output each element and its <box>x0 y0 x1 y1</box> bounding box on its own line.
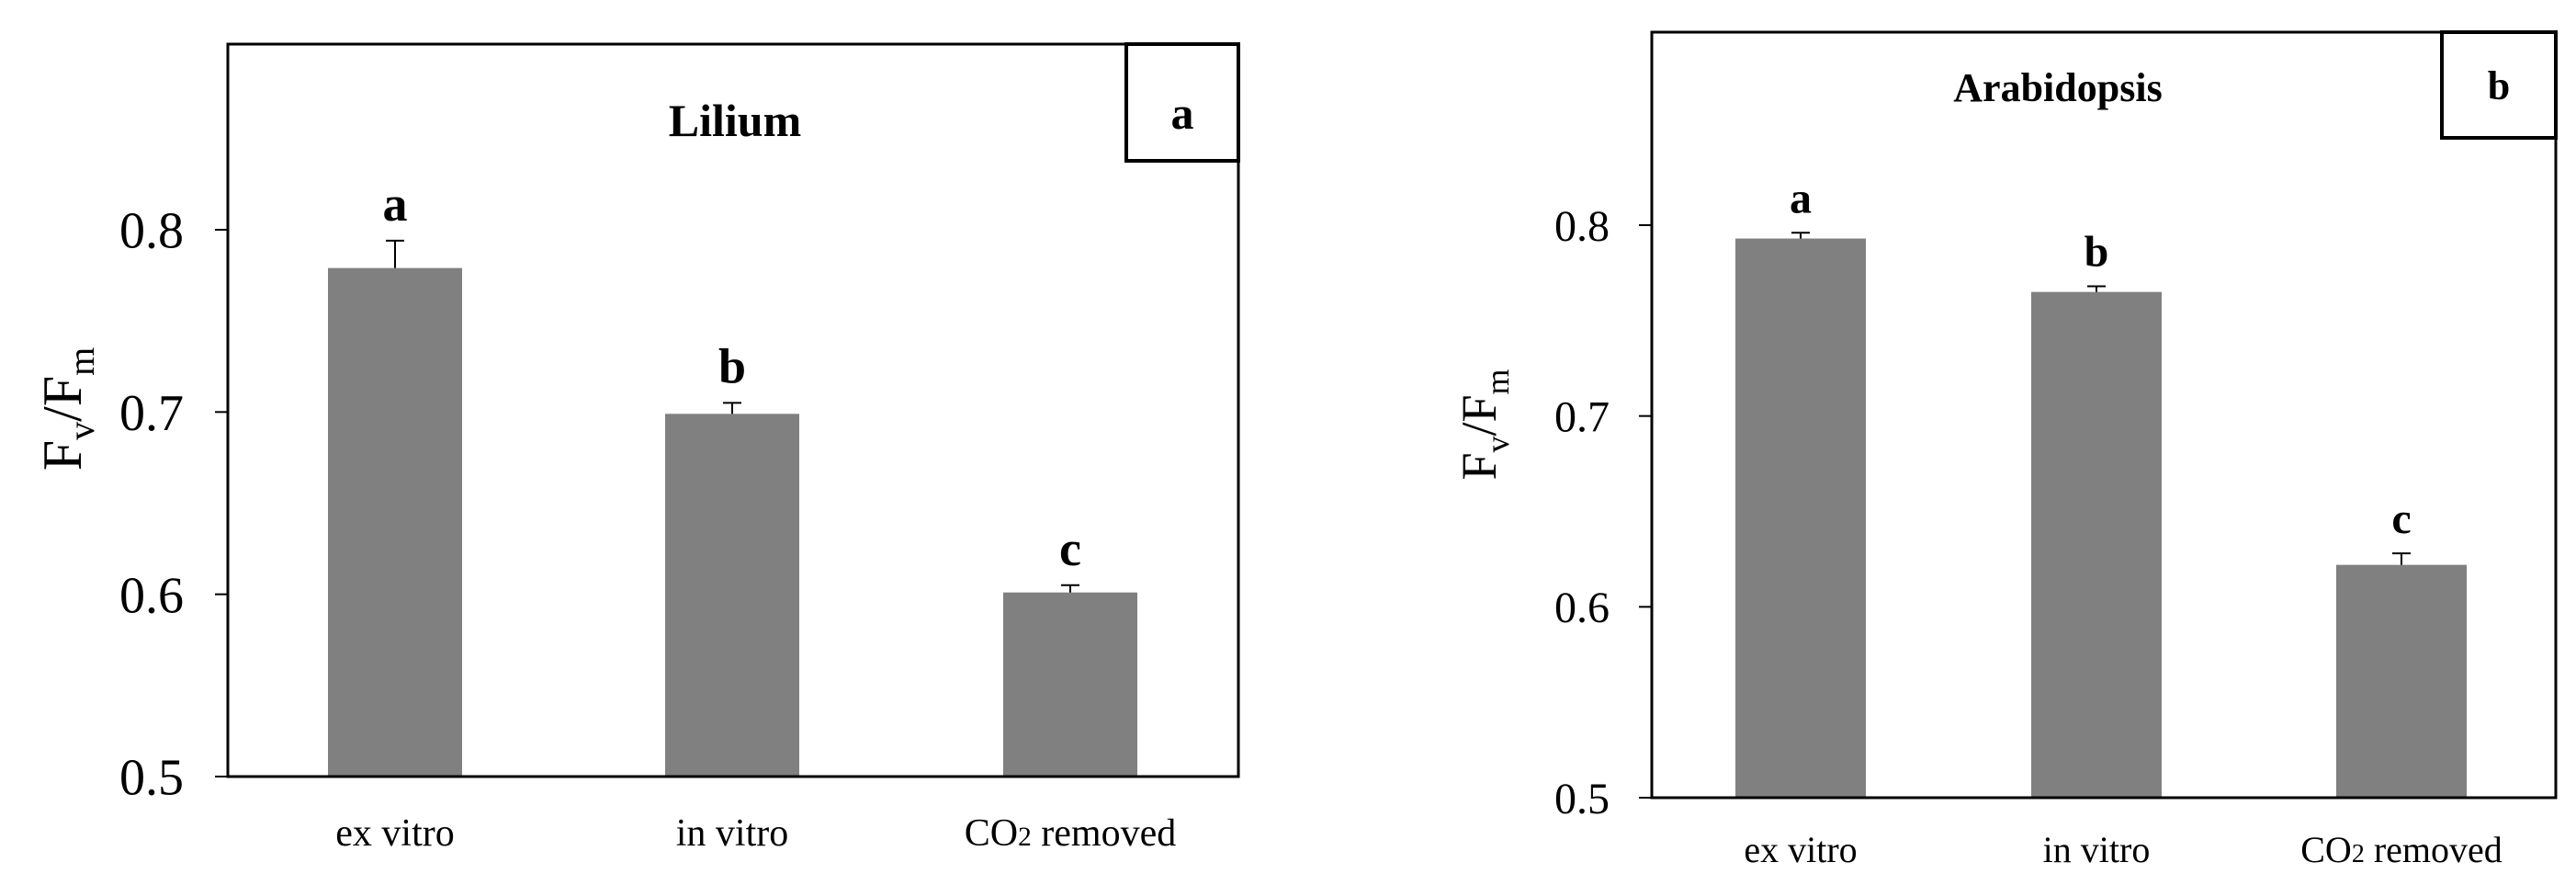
panel-label: a <box>1171 87 1194 139</box>
bar <box>1003 592 1137 777</box>
x-tick-label: ex vitro <box>335 812 454 855</box>
bar <box>665 414 799 777</box>
bar <box>328 267 462 777</box>
x-tick-label: in vitro <box>2043 829 2151 870</box>
y-tick-label: 0.6 <box>1554 584 1610 632</box>
y-axis-label: Fv/Fm <box>32 347 102 471</box>
panel-label: b <box>2488 63 2510 108</box>
y-axis-label: Fv/Fm <box>1452 369 1516 480</box>
y-tick-label: 0.8 <box>1554 202 1610 251</box>
y-tick-label: 0.6 <box>119 567 184 624</box>
panel-lilium: a Lilium 0.5 0.6 0.7 0.8 Fv/Fm a ex vitro b in vit… <box>32 42 1240 855</box>
x-tick-label: CO2 removed <box>2300 829 2503 870</box>
y-tick-label: 0.5 <box>119 750 184 807</box>
significance-label: a <box>383 176 408 232</box>
significance-label: c <box>1059 521 1081 576</box>
bar <box>1735 238 1866 799</box>
panel-label-box <box>2440 30 2558 140</box>
y-tick-label: 0.5 <box>1554 775 1610 823</box>
significance-label: c <box>2391 494 2411 543</box>
chart-title: Lilium <box>669 95 801 146</box>
significance-label: b <box>2085 227 2109 276</box>
x-tick-label: in vitro <box>676 812 789 855</box>
significance-label: a <box>1790 174 1812 222</box>
x-tick-label: CO2 removed <box>965 812 1177 855</box>
chart-title: Arabidopsis <box>1953 65 2162 110</box>
bar <box>2336 564 2467 798</box>
significance-label: b <box>718 338 746 393</box>
y-tick-label: 0.7 <box>119 385 184 442</box>
x-tick-label: ex vitro <box>1744 829 1857 870</box>
bar <box>2031 291 2162 798</box>
y-tick-label: 0.7 <box>1554 392 1610 441</box>
panel-arabidopsis: b Arabidopsis 0.5 0.6 0.7 0.8 Fv/Fm a ex vitro b i… <box>1452 30 2558 870</box>
y-tick-label: 0.8 <box>119 203 184 260</box>
panel-label-box <box>1124 42 1240 163</box>
